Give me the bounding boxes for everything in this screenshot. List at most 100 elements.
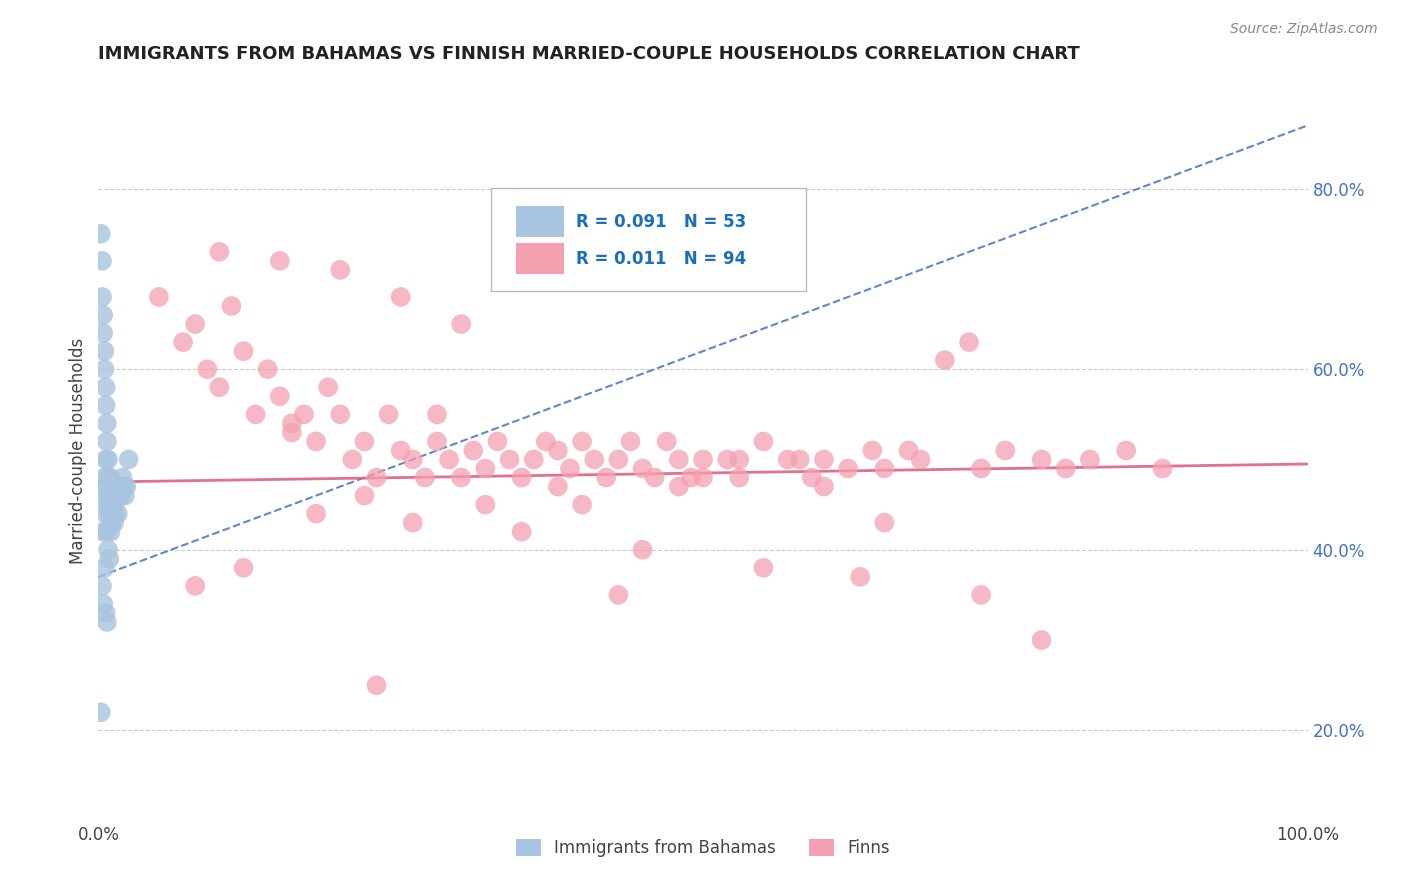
Point <box>679 470 702 484</box>
Point <box>232 344 254 359</box>
Point <box>195 362 218 376</box>
Point <box>93 470 115 484</box>
Point <box>897 443 920 458</box>
Point <box>94 507 117 521</box>
Point <box>104 489 127 503</box>
Point <box>342 452 364 467</box>
Point <box>91 597 114 611</box>
Point <box>97 452 120 467</box>
Point <box>98 507 121 521</box>
Point <box>329 263 352 277</box>
Point <box>692 470 714 484</box>
Point <box>118 452 141 467</box>
Point <box>96 524 118 539</box>
Point <box>813 479 835 493</box>
Point <box>716 452 738 467</box>
Point <box>413 470 436 484</box>
Point <box>91 308 114 322</box>
Point <box>994 443 1017 458</box>
Point <box>860 443 883 458</box>
Point <box>208 244 231 259</box>
Point <box>463 443 485 458</box>
Point <box>184 579 207 593</box>
Point <box>184 317 207 331</box>
Point <box>94 398 117 412</box>
Point <box>474 498 496 512</box>
Point <box>849 570 872 584</box>
Point <box>97 470 120 484</box>
Point <box>837 461 859 475</box>
Point <box>103 498 125 512</box>
Point <box>107 507 129 521</box>
Point <box>91 253 114 268</box>
Point <box>800 470 823 484</box>
Point <box>523 452 546 467</box>
Point <box>776 452 799 467</box>
Point <box>108 479 131 493</box>
Point <box>789 452 811 467</box>
Point <box>94 606 117 620</box>
Point <box>595 470 617 484</box>
Point <box>389 290 412 304</box>
Point <box>97 498 120 512</box>
Point <box>90 227 112 241</box>
Point <box>571 434 593 449</box>
Legend: Immigrants from Bahamas, Finns: Immigrants from Bahamas, Finns <box>509 832 897 864</box>
Point <box>644 470 666 484</box>
Point <box>534 434 557 449</box>
Point <box>97 542 120 557</box>
Point <box>619 434 641 449</box>
Point <box>510 524 533 539</box>
Point <box>96 615 118 629</box>
Point <box>571 498 593 512</box>
Point <box>1031 452 1053 467</box>
Bar <box>516 244 564 274</box>
Point <box>813 452 835 467</box>
Point <box>101 479 124 493</box>
Point <box>450 470 472 484</box>
Point <box>208 380 231 394</box>
Point <box>93 561 115 575</box>
Point <box>631 461 654 475</box>
Point <box>93 362 115 376</box>
Point <box>377 408 399 422</box>
Point <box>1054 461 1077 475</box>
Point <box>970 588 993 602</box>
Point <box>474 461 496 475</box>
Point <box>98 551 121 566</box>
Point <box>110 489 132 503</box>
Point <box>91 524 114 539</box>
Text: IMMIGRANTS FROM BAHAMAS VS FINNISH MARRIED-COUPLE HOUSEHOLDS CORRELATION CHART: IMMIGRANTS FROM BAHAMAS VS FINNISH MARRI… <box>98 45 1080 63</box>
Point <box>316 380 339 394</box>
Point <box>607 452 630 467</box>
Point <box>112 479 135 493</box>
Point <box>583 452 606 467</box>
Point <box>389 443 412 458</box>
Text: R = 0.011   N = 94: R = 0.011 N = 94 <box>576 250 747 268</box>
Point <box>426 434 449 449</box>
Point <box>426 408 449 422</box>
Point <box>232 561 254 575</box>
Point <box>245 408 267 422</box>
Point <box>1152 461 1174 475</box>
Point <box>450 317 472 331</box>
Point <box>91 579 114 593</box>
Point <box>934 353 956 368</box>
Point <box>752 561 775 575</box>
Text: R = 0.091   N = 53: R = 0.091 N = 53 <box>576 212 747 231</box>
Point <box>91 489 114 503</box>
Point <box>547 443 569 458</box>
Point <box>103 516 125 530</box>
Point <box>910 452 932 467</box>
Point <box>402 516 425 530</box>
Point <box>94 452 117 467</box>
FancyBboxPatch shape <box>492 187 806 292</box>
Point <box>104 507 127 521</box>
Point <box>402 452 425 467</box>
Point <box>873 516 896 530</box>
Point <box>90 706 112 720</box>
Point <box>437 452 460 467</box>
Point <box>728 452 751 467</box>
Point <box>728 470 751 484</box>
Point <box>668 452 690 467</box>
